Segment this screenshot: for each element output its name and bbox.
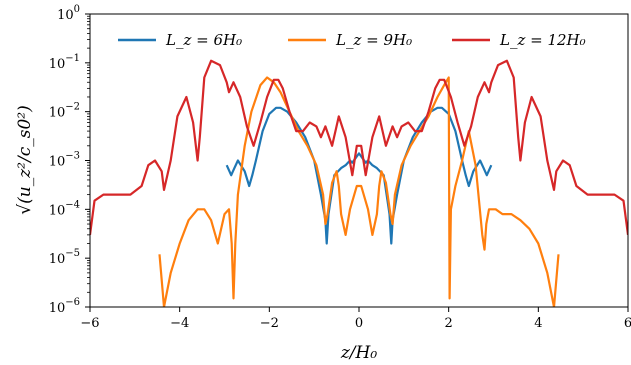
legend-label-2: L_z = 12H₀ bbox=[499, 31, 586, 49]
x-axis: −6 −4 −2 0 2 4 6 bbox=[80, 307, 631, 331]
series-line-1 bbox=[158, 76, 560, 307]
x-tick-label: 6 bbox=[624, 316, 631, 331]
x-tick-label: −2 bbox=[260, 316, 279, 331]
y-axis-label: √(u_z²/c_s0²) bbox=[15, 105, 35, 214]
x-tick-label: 2 bbox=[445, 316, 453, 331]
legend: L_z = 6H₀ L_z = 9H₀ L_z = 12H₀ bbox=[118, 31, 586, 49]
plot-lines bbox=[90, 59, 628, 307]
legend-label-0: L_z = 6H₀ bbox=[165, 31, 242, 49]
y-tick-label: 100 bbox=[57, 4, 80, 23]
y-axis: 10−6 10−5 10−4 10−3 10−2 10−1 100 bbox=[49, 4, 90, 316]
y-tick-label: 10−4 bbox=[49, 199, 80, 218]
series-line-2 bbox=[90, 59, 628, 236]
x-tick-label: 4 bbox=[534, 316, 542, 331]
x-tick-label: 0 bbox=[355, 316, 363, 331]
x-tick-label: −6 bbox=[80, 316, 99, 331]
y-tick-label: 10−1 bbox=[49, 53, 80, 72]
series-line-0 bbox=[225, 106, 493, 245]
y-tick-label: 10−2 bbox=[49, 102, 80, 121]
legend-label-1: L_z = 9H₀ bbox=[335, 31, 412, 49]
y-tick-label: 10−5 bbox=[49, 248, 80, 267]
y-tick-label: 10−6 bbox=[49, 297, 80, 316]
x-axis-label: z/H₀ bbox=[340, 343, 378, 363]
x-tick-label: −4 bbox=[170, 316, 189, 331]
y-tick-label: 10−3 bbox=[49, 151, 80, 170]
